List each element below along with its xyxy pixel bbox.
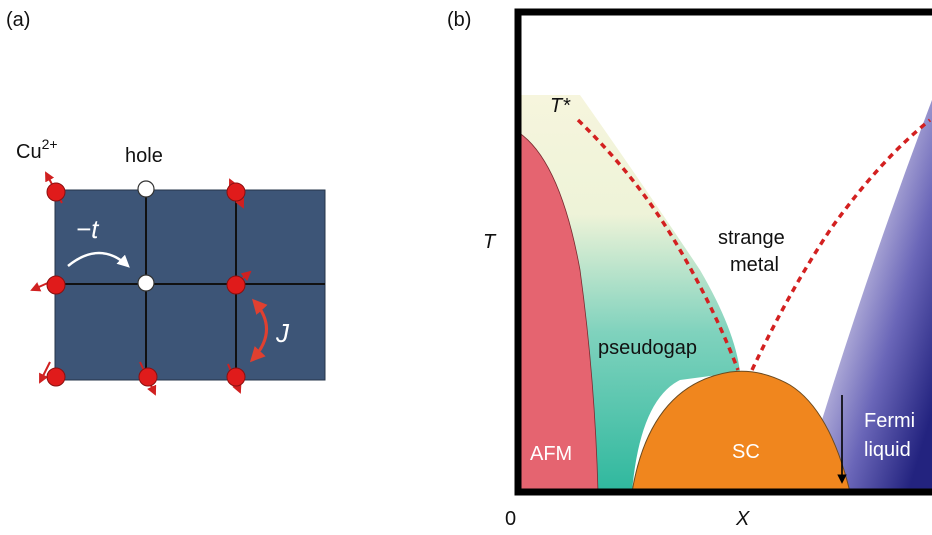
hopping-arrow (67, 251, 130, 268)
region-fermi-liquid (800, 100, 932, 492)
exchange-arrow (249, 298, 268, 363)
region-afm (517, 131, 599, 493)
region-sc-dome (631, 370, 851, 493)
panel-b-tag: (b) (447, 9, 471, 31)
fermi-liquid-label-line1: Fermi (864, 410, 915, 432)
x-axis-label: X (735, 508, 750, 530)
afm-label: AFM (530, 443, 572, 465)
exchange-label: J (275, 318, 290, 348)
hole-site (137, 180, 155, 198)
panel-b: (b) T* T 0 X AFM pseudogap strange metal… (447, 8, 932, 530)
cu-atom (226, 275, 246, 295)
cu-atom (226, 367, 246, 387)
cu-label: Cu2+ (16, 136, 58, 163)
cu-atom (46, 182, 66, 202)
tstar-label: T* (550, 95, 571, 117)
hopping-label: −t (76, 214, 100, 244)
strange-metal-label-line1: strange (718, 227, 785, 249)
hole-label: hole (125, 145, 163, 167)
cu-atom (46, 367, 66, 387)
fermi-liquid-crossover-line (750, 118, 932, 371)
sc-label: SC (732, 441, 760, 463)
spin-arrow (39, 361, 51, 384)
cu-atom (138, 367, 158, 387)
strange-metal-label-line2: metal (730, 254, 779, 276)
cu-atom (226, 182, 246, 202)
plot-frame (514, 8, 932, 496)
y-axis-label: T (483, 231, 497, 253)
cu-atom (46, 275, 66, 295)
hole-site (137, 274, 155, 292)
fermi-liquid-label-line2: liquid (864, 439, 911, 461)
panel-a-tag: (a) (6, 9, 30, 31)
cu-atoms (46, 182, 246, 387)
x-origin-label: 0 (505, 508, 516, 530)
panel-a: (a) (6, 9, 326, 396)
pseudogap-label: pseudogap (598, 337, 697, 359)
tstar-crossover-line (576, 118, 740, 371)
